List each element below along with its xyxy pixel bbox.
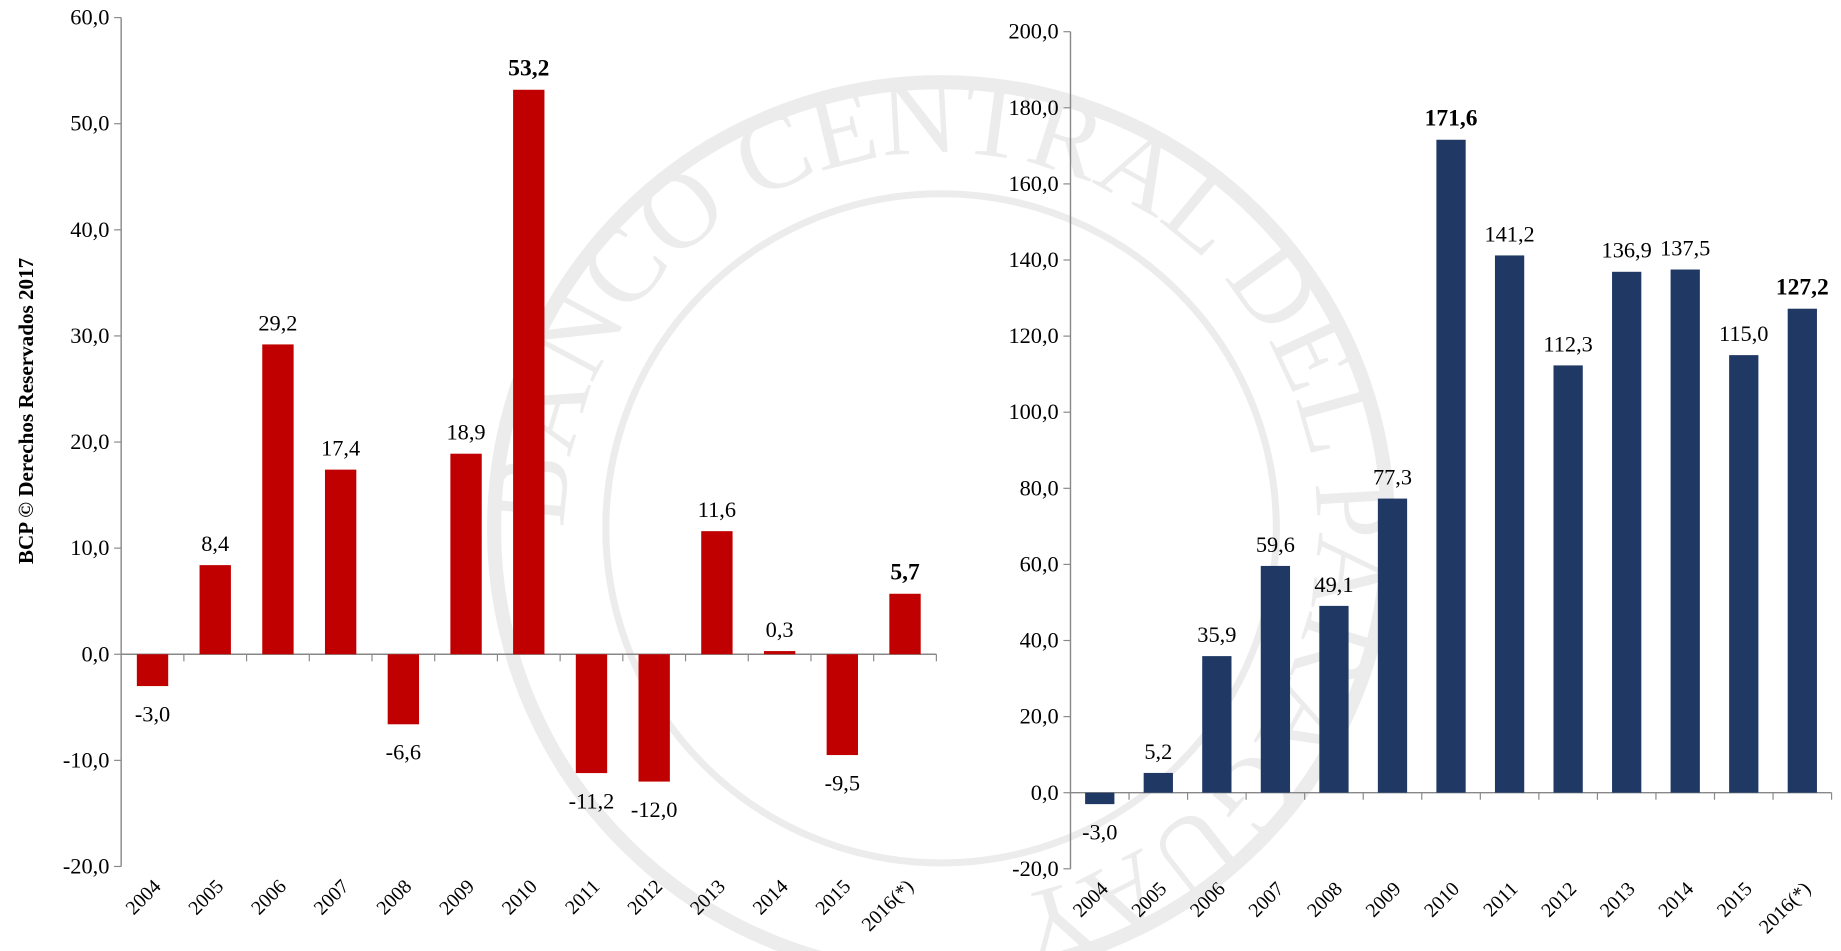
data-label: 5,7 (890, 560, 920, 586)
y-tick-label: 200,0 (1008, 19, 1058, 44)
y-tick-label: 20,0 (70, 429, 109, 454)
x-tick-label: 2015 (1713, 878, 1757, 922)
bar (826, 654, 858, 756)
y-tick-label: 0,0 (1031, 780, 1059, 805)
x-tick-label: 2004 (122, 876, 166, 920)
y-tick-label: 20,0 (1020, 704, 1059, 729)
data-label: 5,2 (1144, 739, 1172, 764)
x-tick-label: 2014 (749, 876, 793, 920)
data-label: -3,0 (1082, 819, 1117, 844)
x-tick-label: 2014 (1654, 878, 1698, 922)
data-label: 8,4 (201, 531, 229, 556)
data-label: 115,0 (1719, 321, 1768, 346)
data-label: -12,0 (631, 797, 678, 822)
bar (1436, 139, 1466, 793)
y-tick-label: 60,0 (70, 5, 109, 30)
data-label: 35,9 (1197, 622, 1236, 647)
x-tick-label: 2005 (184, 876, 228, 920)
data-label: 137,5 (1660, 235, 1710, 260)
bar (324, 469, 357, 655)
y-tick-label: 40,0 (70, 217, 109, 242)
x-tick-label: 2008 (1303, 878, 1347, 922)
x-tick-label: 2010 (498, 876, 542, 920)
data-label: 17,4 (321, 436, 360, 461)
bar (1494, 255, 1525, 793)
data-label: 0,3 (766, 617, 794, 642)
data-label: -9,5 (825, 770, 860, 795)
data-label: 171,6 (1425, 106, 1478, 132)
bar (1319, 605, 1349, 793)
x-tick-label: 2016(*) (858, 876, 918, 936)
bar (575, 654, 608, 774)
bar (1612, 271, 1642, 793)
y-tick-label: 100,0 (1008, 399, 1058, 424)
x-tick-label: 2010 (1420, 878, 1464, 922)
data-label: 59,6 (1256, 532, 1295, 557)
x-tick-label: 2012 (1537, 878, 1581, 922)
x-tick-label: 2013 (1596, 878, 1640, 922)
bar (889, 593, 921, 655)
y-tick-label: -20,0 (1012, 856, 1059, 881)
x-tick-label: 2007 (310, 876, 354, 920)
data-label: 127,2 (1776, 275, 1829, 301)
data-label: 141,2 (1484, 221, 1534, 246)
data-label: 77,3 (1373, 465, 1412, 490)
bar (1260, 565, 1291, 793)
x-tick-label: 2011 (561, 876, 604, 919)
x-tick-label: 2009 (435, 876, 479, 920)
bar (1670, 269, 1700, 793)
bar (1787, 308, 1817, 793)
data-label: -11,2 (569, 788, 615, 813)
data-label: 136,9 (1602, 238, 1652, 263)
bar (701, 531, 733, 655)
bar (1377, 498, 1408, 793)
y-tick-label: 50,0 (70, 111, 109, 136)
x-tick-label: 2008 (372, 876, 416, 920)
y-tick-label: 40,0 (1020, 628, 1059, 653)
x-tick-label: 2015 (811, 876, 855, 920)
y-tick-label: 180,0 (1008, 95, 1058, 120)
y-tick-label: 80,0 (1020, 475, 1059, 500)
y-tick-label: 10,0 (70, 535, 109, 560)
bar (763, 651, 796, 655)
bar (1202, 656, 1232, 793)
bar (199, 565, 231, 655)
y-tick-label: 120,0 (1008, 323, 1058, 348)
bar (450, 453, 482, 655)
data-label: 11,6 (698, 497, 736, 522)
watermark: BANCO CENTRAL DEL PARAGUAY (469, 57, 1413, 951)
bar (1553, 365, 1583, 793)
bar (1085, 792, 1115, 805)
x-tick-label: 2009 (1362, 878, 1406, 922)
data-label: 29,2 (258, 310, 297, 335)
y-tick-label: 30,0 (70, 323, 109, 348)
y-tick-label: -20,0 (63, 854, 110, 879)
bar (387, 654, 420, 725)
data-label: 112,3 (1543, 331, 1592, 356)
x-tick-label: 2016(*) (1755, 878, 1815, 938)
bar (262, 344, 294, 655)
bar (1729, 355, 1759, 793)
bar (136, 654, 169, 687)
data-label: 53,2 (508, 56, 549, 82)
y-tick-label: 140,0 (1008, 247, 1058, 272)
data-label: 18,9 (447, 420, 486, 445)
x-tick-label: 2007 (1245, 878, 1289, 922)
y-tick-label: -10,0 (63, 747, 110, 772)
x-tick-label: 2006 (247, 876, 291, 920)
data-label: -3,0 (135, 701, 170, 726)
bar (1143, 772, 1173, 793)
y-tick-label: 160,0 (1008, 171, 1058, 196)
y-tick-label: 0,0 (81, 641, 109, 666)
data-label: -6,6 (386, 740, 421, 765)
y-tick-label: 60,0 (1020, 551, 1059, 576)
y-axis-label: BCP © Derechos Reservados 2017 (14, 257, 38, 564)
x-tick-label: 2011 (1479, 878, 1522, 921)
bar (513, 89, 545, 655)
bar (638, 654, 670, 782)
data-label: 49,1 (1314, 572, 1353, 597)
